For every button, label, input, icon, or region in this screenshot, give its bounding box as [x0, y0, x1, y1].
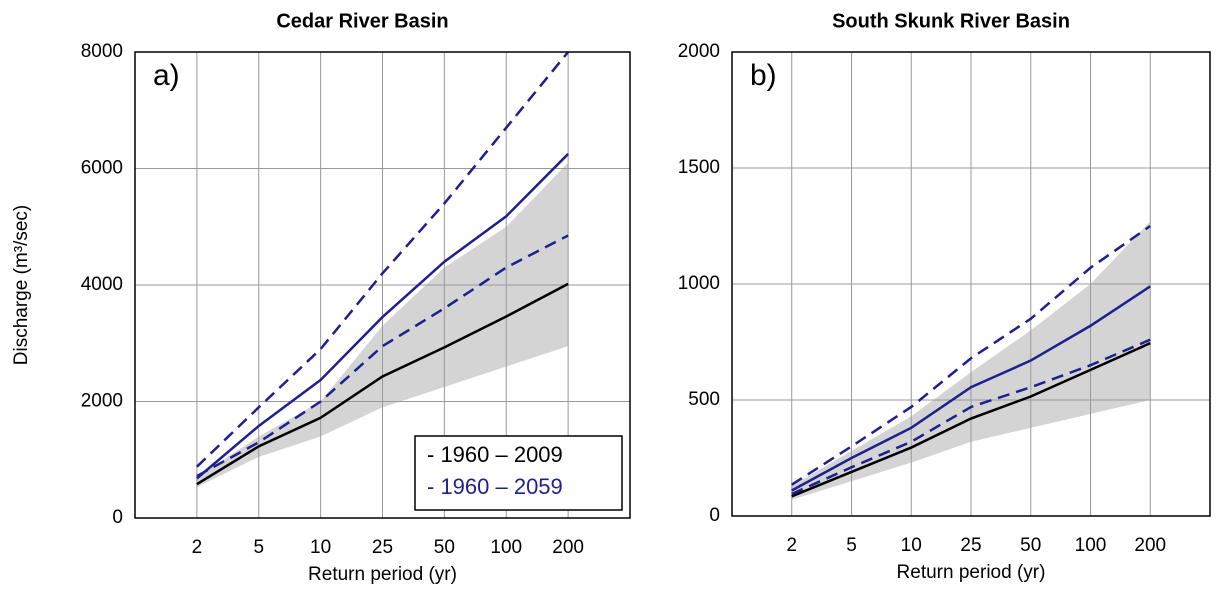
dashed-line — [791, 224, 1151, 486]
x-tick-label: 5 — [253, 537, 264, 558]
y-tick-label: 2000 — [678, 41, 720, 62]
y-tick-label: 8000 — [81, 41, 123, 62]
line — [196, 153, 570, 480]
x-tick-label: 25 — [960, 535, 981, 556]
y-tick-label: 1500 — [678, 157, 720, 178]
panel: South Skunk River Basin 0 500 1000 1500 2000 2… — [678, 10, 1211, 583]
y-tick-label: 0 — [112, 507, 123, 528]
y-tick-label: 1000 — [678, 273, 720, 294]
legend-box — [414, 435, 623, 511]
plot-frame — [731, 51, 1211, 517]
x-tick-label: 50 — [434, 537, 455, 558]
legend-label: - 1960 – 2009 — [427, 442, 563, 467]
y-axis-label: Discharge (m³/sec) — [11, 205, 32, 365]
chart-title: South Skunk River Basin — [832, 10, 1070, 32]
y-tick-label: 2000 — [81, 391, 123, 412]
x-tick-label: 2 — [192, 537, 203, 558]
x-axis-label: Return period (yr) — [308, 564, 457, 585]
y-tick-label: 0 — [709, 505, 720, 526]
y-tick-label: 6000 — [81, 158, 123, 179]
line — [791, 285, 1151, 492]
line — [196, 282, 569, 486]
x-tick-label: 10 — [310, 537, 331, 558]
dashed-line — [196, 51, 570, 468]
x-tick-label: 10 — [901, 535, 922, 556]
legend-label: - 1960 – 2059 — [427, 474, 563, 499]
x-axis-label: Return period (yr) — [897, 562, 1046, 583]
x-tick-label: 5 — [846, 535, 857, 556]
chart-title: Cedar River Basin — [276, 10, 448, 32]
panel-label: b) — [750, 59, 777, 92]
x-tick-label: 100 — [490, 537, 522, 558]
y-tick-label: 4000 — [81, 274, 123, 295]
x-tick-label: 200 — [552, 537, 584, 558]
x-tick-label: 25 — [372, 537, 393, 558]
dashed-line — [791, 338, 1151, 496]
x-tick-label: 2 — [786, 535, 797, 556]
x-tick-label: 50 — [1020, 535, 1041, 556]
line — [791, 342, 1151, 498]
plot-frame — [134, 51, 631, 519]
panel-label: a) — [153, 59, 180, 92]
x-tick-label: 200 — [1134, 535, 1166, 556]
x-tick-label: 100 — [1075, 535, 1107, 556]
y-tick-label: 500 — [688, 389, 720, 410]
